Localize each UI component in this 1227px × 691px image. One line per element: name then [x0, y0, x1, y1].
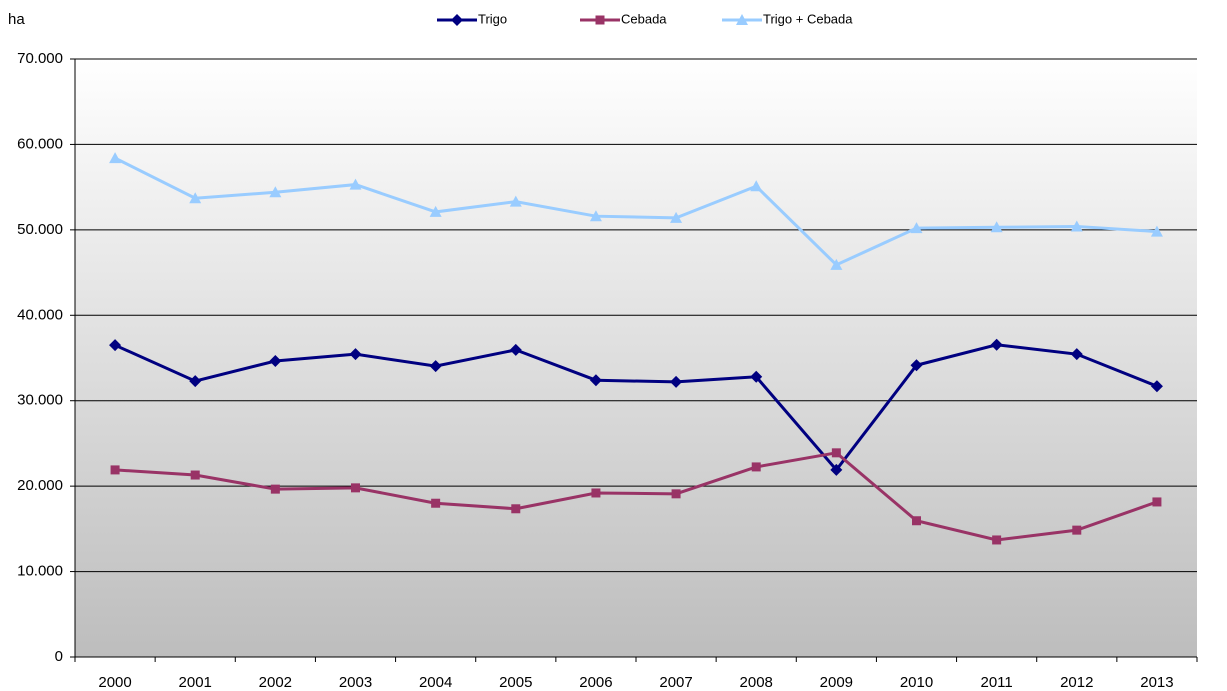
y-tick-label: 10.000: [17, 563, 63, 580]
legend-label: Cebada: [621, 11, 667, 26]
y-tick-label: 50.000: [17, 221, 63, 238]
data-point: [349, 178, 362, 190]
data-point: [912, 516, 921, 526]
y-axis-label: ha: [8, 11, 25, 28]
x-tick-label: 2003: [339, 674, 372, 691]
data-point: [671, 489, 681, 499]
series-line: [114, 451, 1158, 542]
data-point: [431, 498, 441, 508]
x-tick-label: 2006: [579, 674, 612, 691]
data-point: [990, 338, 1003, 351]
data-point: [1070, 220, 1083, 232]
legend-label: Trigo + Cebada: [763, 11, 853, 26]
data-point: [591, 488, 601, 498]
x-tick-label: 2007: [659, 674, 692, 691]
data-point: [750, 180, 763, 192]
y-tick-label: 40.000: [17, 306, 63, 323]
x-tick-label: 2013: [1140, 674, 1173, 691]
y-tick-label: 70.000: [17, 50, 63, 67]
data-point: [110, 465, 120, 475]
data-point: [190, 470, 200, 480]
data-point: [269, 186, 282, 198]
plot-area: [75, 59, 1197, 657]
data-point: [269, 354, 282, 367]
x-tick-label: 2010: [900, 674, 933, 691]
x-tick-label: 2008: [740, 674, 773, 691]
data-point: [990, 221, 1003, 233]
x-tick-label: 2005: [499, 674, 532, 691]
data-point: [109, 339, 122, 352]
y-tick-label: 60.000: [17, 135, 63, 152]
x-tick-label: 2002: [259, 674, 292, 691]
data-point: [750, 370, 763, 383]
data-point: [270, 484, 280, 494]
data-point: [751, 462, 761, 472]
x-tick-label: 2012: [1060, 674, 1093, 691]
data-point: [670, 375, 683, 388]
data-point: [109, 152, 122, 164]
data-point: [509, 195, 522, 207]
data-point: [189, 375, 202, 388]
data-point: [589, 374, 602, 387]
legend-marker: [451, 14, 463, 26]
data-point: [831, 448, 841, 458]
data-point: [511, 504, 521, 514]
data-point: [830, 463, 843, 476]
data-point: [992, 535, 1002, 545]
legend-marker: [736, 14, 748, 25]
data-point: [189, 192, 202, 204]
series-line: [114, 343, 1158, 473]
data-point: [1072, 525, 1082, 535]
data-point: [910, 359, 923, 372]
data-point: [351, 483, 360, 493]
x-tick-label: 2000: [98, 674, 131, 691]
y-tick-label: 30.000: [17, 392, 63, 409]
y-tick-label: 20.000: [17, 477, 63, 494]
data-point: [1070, 348, 1083, 361]
data-point: [1152, 497, 1162, 507]
y-tick-label: 0: [55, 648, 63, 665]
data-point: [1150, 225, 1163, 237]
legend-label: Trigo: [478, 11, 507, 26]
data-point: [1150, 380, 1163, 393]
data-point: [830, 258, 843, 270]
data-point: [910, 222, 923, 234]
data-point: [589, 210, 602, 222]
x-tick-label: 2004: [419, 674, 452, 691]
data-point: [509, 343, 522, 356]
data-point: [429, 205, 442, 217]
x-tick-label: 2001: [179, 674, 212, 691]
x-tick-label: 2011: [981, 674, 1013, 691]
series-line: [114, 156, 1158, 267]
data-point: [429, 360, 442, 373]
x-tick-label: 2009: [820, 674, 853, 691]
legend-marker: [595, 15, 605, 25]
data-point: [670, 211, 683, 223]
data-point: [349, 348, 362, 361]
